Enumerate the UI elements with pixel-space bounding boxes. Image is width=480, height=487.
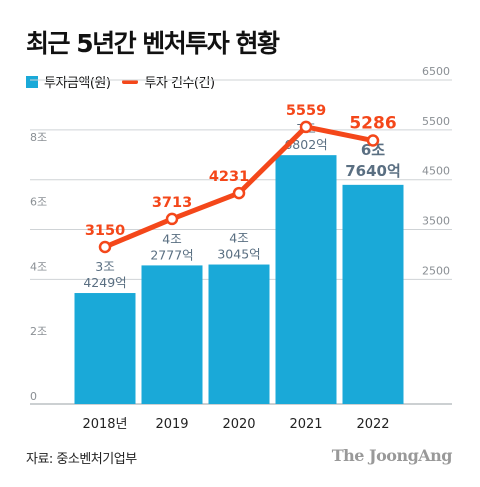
left-axis-tick-label: 0 bbox=[30, 390, 37, 403]
count-label: 5286 bbox=[349, 114, 396, 134]
legend-swatch-amount bbox=[26, 75, 38, 88]
count-label: 5559 bbox=[286, 103, 326, 119]
bar-label-line2: 2777억 bbox=[150, 247, 193, 262]
count-point-4 bbox=[366, 134, 380, 147]
bar-label-line2: 4249억 bbox=[83, 275, 126, 290]
count-point-1 bbox=[165, 212, 179, 226]
left-axis-tick-label: 6조 bbox=[30, 196, 47, 209]
x-tick-label: 2019 bbox=[155, 417, 188, 432]
right-axis-tick-label: 4500 bbox=[422, 165, 450, 178]
source-note: 자료: 중소벤처기업부 bbox=[26, 452, 137, 467]
left-axis-tick-label: 8조 bbox=[30, 131, 47, 144]
count-label: 3713 bbox=[152, 195, 192, 211]
left-axis-tick-label: 2조 bbox=[30, 325, 47, 338]
count-label: 4231 bbox=[209, 169, 249, 185]
right-axis-tick-label: 3500 bbox=[422, 215, 450, 228]
bar-label-line1: 6조 bbox=[361, 141, 385, 159]
x-tick-label: 2021 bbox=[289, 417, 322, 432]
left-axis-tick-label: 4조 bbox=[30, 260, 47, 273]
bar-label-line2: 7640억 bbox=[345, 162, 401, 180]
bar-3 bbox=[275, 155, 337, 404]
right-axis-tick-label: 5500 bbox=[422, 115, 450, 128]
right-axis-tick-label: 6500 bbox=[422, 65, 450, 78]
x-tick-label: 2020 bbox=[222, 417, 255, 432]
bar-1 bbox=[141, 265, 203, 404]
x-tick-label: 2018년 bbox=[82, 417, 127, 432]
count-point-3 bbox=[299, 120, 313, 134]
bar-label-line2: 3045억 bbox=[217, 247, 260, 262]
count-point-2 bbox=[232, 186, 246, 200]
count-label: 3150 bbox=[85, 223, 125, 239]
bar-2 bbox=[208, 264, 270, 404]
publisher-logo: The JoongAng bbox=[331, 446, 453, 465]
x-tick-label: 2022 bbox=[356, 417, 389, 432]
chart-title: 최근 5년간 벤처투자 현황 bbox=[26, 29, 280, 58]
bar-0 bbox=[74, 293, 136, 404]
bar-label-line1: 3조 bbox=[95, 259, 114, 274]
right-axis-tick-label: 2500 bbox=[422, 264, 450, 277]
bar-label-line1: 4조 bbox=[229, 231, 248, 246]
legend-swatch-count bbox=[122, 79, 139, 84]
count-point-0 bbox=[98, 240, 112, 254]
bar-4 bbox=[342, 184, 404, 404]
bar-label-line1: 4조 bbox=[162, 231, 181, 246]
